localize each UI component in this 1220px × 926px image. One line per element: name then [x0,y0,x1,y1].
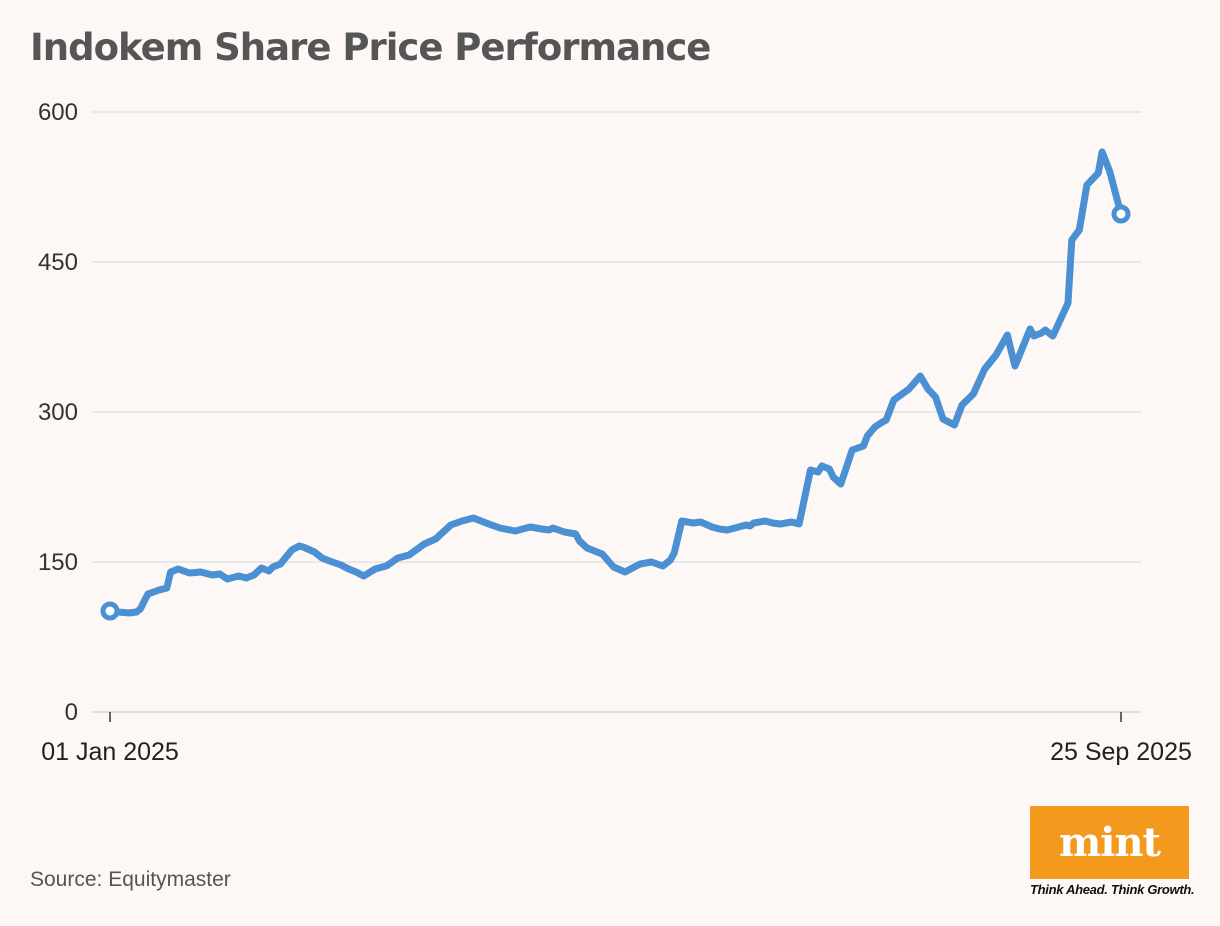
line-chart: 0 150 300 450 600 01 Jan 2025 25 Sep 2025 [38,99,1192,766]
series-line [106,148,1125,617]
y-tick-label: 300 [38,399,78,426]
source-note: Source: Equitymaster [30,868,231,891]
y-tick-label: 600 [38,99,78,126]
series-layer [100,148,1131,621]
logo-wordmark: mint [1058,819,1161,866]
x-axis-ticks: 01 Jan 2025 25 Sep 2025 [41,712,1192,766]
gridlines [92,111,1141,713]
y-tick-label: 0 [65,699,78,726]
start-point-marker [100,601,120,621]
x-tick-label: 25 Sep 2025 [1050,738,1192,766]
y-tick-label: 150 [38,549,78,576]
y-axis-ticks: 0 150 300 450 600 [38,99,78,726]
chart-title: Indokem Share Price Performance [30,26,711,69]
mint-logo: mint [1030,806,1189,879]
x-tick-label: 01 Jan 2025 [41,738,179,766]
logo-tagline: Think Ahead. Think Growth. [1030,882,1195,897]
end-point-marker [1111,204,1131,224]
y-tick-label: 450 [38,249,78,276]
